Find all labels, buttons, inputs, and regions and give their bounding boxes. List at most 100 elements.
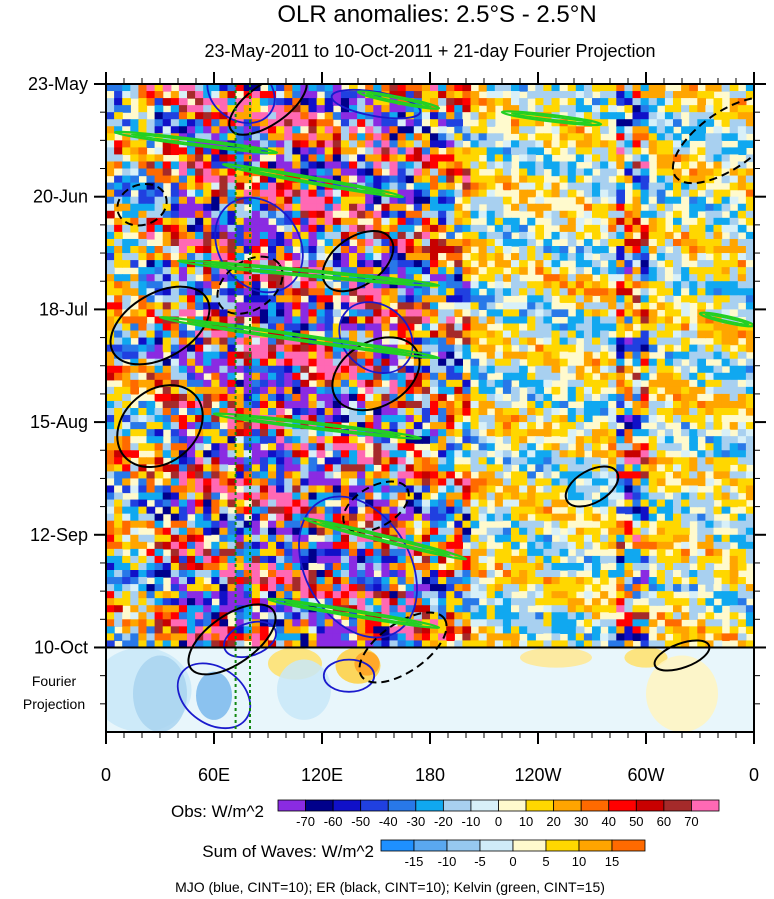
heatmap-cell [632,471,642,480]
heatmap-cell [705,91,715,99]
heatmap-cell [681,189,690,198]
heatmap-cell [138,105,148,113]
heatmap-cell [178,182,188,191]
heatmap-cell [130,527,139,536]
heatmap-cell [268,119,277,127]
heatmap-cell [697,112,706,120]
heatmap-cell [251,386,261,395]
heatmap-cell [551,168,561,177]
heatmap-cell [146,408,156,416]
heatmap-cell [178,372,188,381]
heatmap-cell [624,562,634,571]
heatmap-cell [446,295,455,303]
heatmap-cell [324,112,334,120]
heatmap-cell [681,126,690,134]
heatmap-cell [583,175,593,184]
heatmap-cell [640,302,650,310]
heatmap-cell [357,316,366,325]
heatmap-cell [235,562,245,571]
heatmap-cell [729,302,739,310]
heatmap-cell [154,147,164,156]
heatmap-cell [478,478,488,487]
heatmap-cell [567,450,577,458]
heatmap-cell [332,126,342,134]
heatmap-cell [268,210,277,219]
heatmap-cell [243,408,253,416]
heatmap-cell [219,224,229,233]
heatmap-cell [349,351,358,360]
heatmap-cell [268,457,277,465]
heatmap-cell [324,541,334,550]
heatmap-cell [178,422,188,430]
heatmap-cell [697,274,706,282]
heatmap-cell [430,133,439,141]
heatmap-cell [697,358,706,367]
heatmap-cell [559,520,569,529]
heatmap-cell [608,196,617,205]
heatmap-cell [219,443,229,451]
heatmap-cell [462,154,472,163]
heatmap-cell [243,238,253,247]
heatmap-cell [543,182,553,191]
heatmap-cell [681,548,690,557]
heatmap-cell [648,344,658,353]
heatmap-cell [397,316,407,325]
heatmap-cell [446,337,455,346]
heatmap-cell [154,393,164,402]
heatmap-cell [203,161,212,170]
heatmap-cell [138,168,148,177]
heatmap-cell [340,175,350,184]
heatmap-cell [502,393,512,402]
heatmap-cell [721,492,731,501]
heatmap-cell [292,196,301,205]
heatmap-cell [251,246,261,254]
heatmap-cell [664,520,674,529]
heatmap-cell [713,555,723,564]
heatmap-cell [243,400,253,409]
heatmap-cell [446,189,455,198]
heatmap-cell [349,210,358,219]
heatmap-cell [543,408,553,416]
heatmap-cell [138,337,148,346]
heatmap-cell [454,119,463,127]
heatmap-cell [705,478,715,487]
heatmap-cell [745,520,754,529]
heatmap-cell [187,555,196,564]
heatmap-cell [276,154,285,163]
heatmap-cell [268,520,277,529]
heatmap-cell [170,119,180,127]
heatmap-cell [583,267,593,275]
heatmap-cell [114,541,123,550]
heatmap-cell [170,147,180,156]
heatmap-cell [575,351,585,360]
heatmap-cell [349,260,358,268]
heatmap-cell [146,351,156,360]
heatmap-cell [462,189,472,198]
heatmap-cell [130,238,139,247]
heatmap-cell [227,443,237,451]
heatmap-cell [227,224,237,233]
heatmap-cell [640,450,650,458]
heatmap-cell [251,570,261,578]
heatmap-cell [454,344,463,353]
heatmap-cell [300,288,310,296]
heatmap-cell [632,464,642,472]
heatmap-cell [583,302,593,310]
heatmap-cell [535,541,544,550]
heatmap-cell [413,422,423,430]
heatmap-cell [519,84,528,92]
heatmap-cell [737,513,747,522]
heatmap-cell [178,281,188,289]
heatmap-cell [535,393,544,402]
heatmap-cell [575,464,585,472]
heatmap-cell [438,457,447,465]
heatmap-cell [494,154,504,163]
heatmap-cell [308,527,318,536]
heatmap-cell [203,140,212,148]
heatmap-cell [519,302,528,310]
heatmap-cell [729,408,739,416]
heatmap-cell [430,386,439,395]
heatmap-cell [405,400,415,409]
heatmap-cell [300,393,310,402]
heatmap-cell [187,485,196,494]
